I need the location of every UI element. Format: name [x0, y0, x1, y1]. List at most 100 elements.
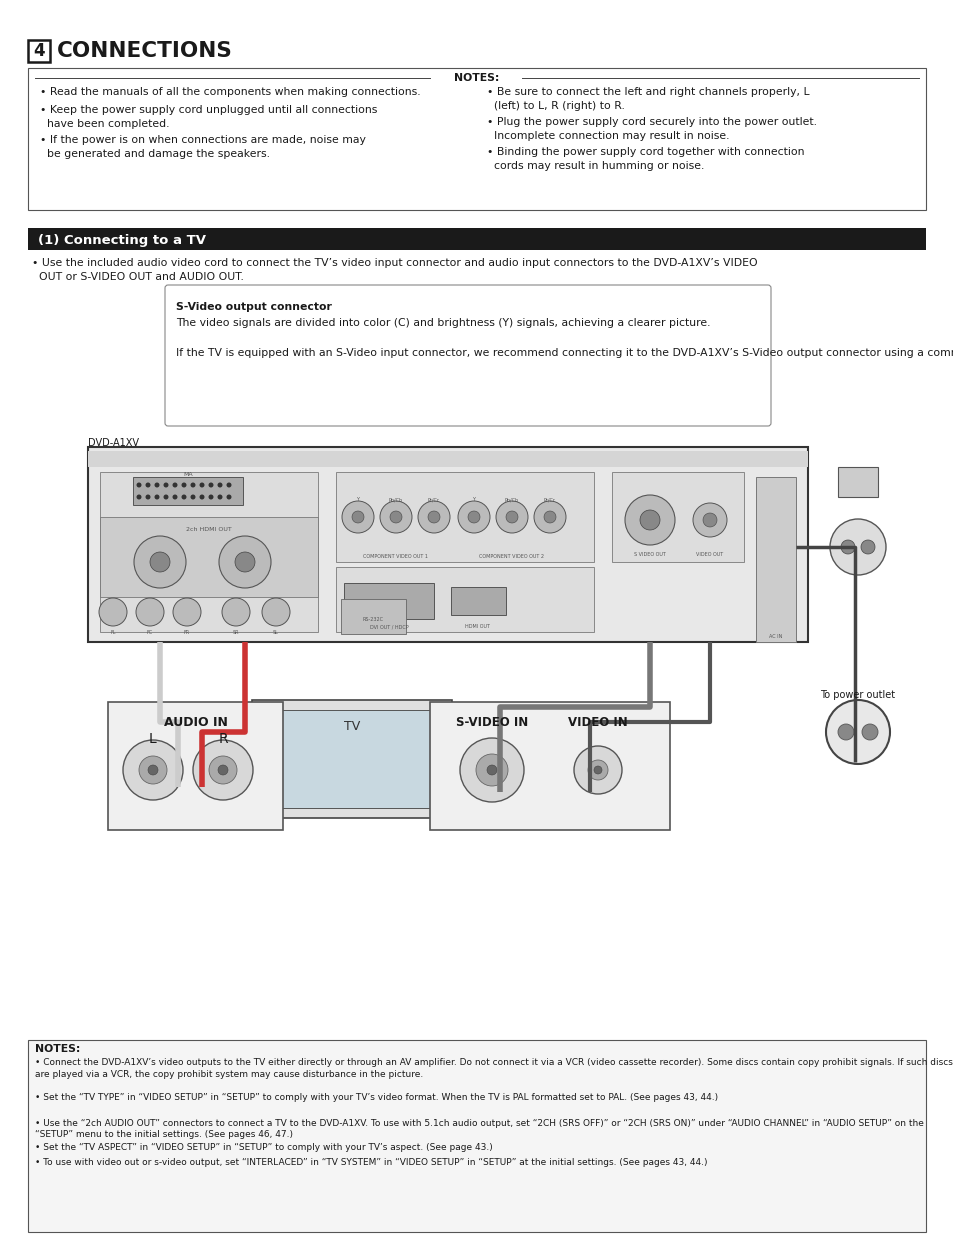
Circle shape [191, 482, 195, 487]
Text: • Plug the power supply cord securely into the power outlet.
  Incomplete connec: • Plug the power supply cord securely in… [486, 118, 816, 141]
Bar [88, 452, 807, 468]
Text: SR: SR [233, 630, 239, 635]
Circle shape [862, 724, 877, 740]
Text: FL: FL [111, 630, 115, 635]
Circle shape [262, 597, 290, 626]
Text: • Read the manuals of all the components when making connections.: • Read the manuals of all the components… [40, 87, 420, 96]
Circle shape [459, 738, 523, 802]
Text: (1) Connecting to a TV: (1) Connecting to a TV [38, 234, 206, 246]
Text: To power outlet: To power outlet [820, 690, 895, 700]
Circle shape [163, 482, 169, 487]
Circle shape [837, 724, 853, 740]
Bar [252, 700, 452, 818]
Text: • If the power is on when connections are made, noise may
  be generated and dam: • If the power is on when connections ar… [40, 135, 366, 158]
Circle shape [181, 495, 186, 500]
Circle shape [226, 482, 232, 487]
Circle shape [825, 700, 889, 764]
Circle shape [486, 764, 497, 776]
Circle shape [505, 511, 517, 523]
Circle shape [624, 495, 675, 546]
Text: SL: SL [273, 630, 278, 635]
FancyBboxPatch shape [340, 599, 406, 635]
Bar [260, 710, 437, 808]
Circle shape [861, 541, 874, 554]
Circle shape [217, 482, 222, 487]
Text: • Set the “TV ASPECT” in “VIDEO SETUP” in “SETUP” to comply with your TV’s aspec: • Set the “TV ASPECT” in “VIDEO SETUP” i… [35, 1143, 493, 1153]
Circle shape [379, 501, 412, 533]
Text: VIDEO IN: VIDEO IN [568, 716, 627, 729]
Bar [837, 468, 877, 497]
FancyBboxPatch shape [28, 1040, 925, 1232]
Text: HDMI OUT: HDMI OUT [465, 623, 490, 628]
Circle shape [150, 552, 170, 571]
Text: • Set the “TV TYPE” in “VIDEO SETUP” in “SETUP” to comply with your TV’s video f: • Set the “TV TYPE” in “VIDEO SETUP” in … [35, 1094, 718, 1102]
Circle shape [148, 764, 158, 776]
FancyBboxPatch shape [344, 583, 434, 618]
Circle shape [390, 511, 401, 523]
Text: Pb/Cb: Pb/Cb [504, 497, 518, 502]
Circle shape [543, 511, 556, 523]
Circle shape [841, 541, 854, 554]
Circle shape [154, 495, 159, 500]
Text: • Use the “2ch AUDIO OUT” connectors to connect a TV to the DVD-A1XV. To use wit: • Use the “2ch AUDIO OUT” connectors to … [35, 1118, 923, 1139]
FancyBboxPatch shape [430, 703, 669, 830]
Circle shape [639, 510, 659, 529]
Text: • Use the included audio video cord to connect the TV’s video input connector an: • Use the included audio video cord to c… [32, 259, 757, 282]
Text: NOTES:: NOTES: [35, 1044, 80, 1054]
Circle shape [574, 746, 621, 794]
Text: • Keep the power supply cord unplugged until all connections
  have been complet: • Keep the power supply cord unplugged u… [40, 104, 377, 129]
Circle shape [123, 740, 183, 800]
Circle shape [218, 764, 228, 776]
Text: AUDIO IN: AUDIO IN [163, 716, 227, 729]
Bar [335, 567, 594, 632]
Circle shape [234, 552, 254, 571]
FancyBboxPatch shape [165, 285, 770, 426]
Circle shape [587, 760, 607, 781]
Bar [612, 473, 743, 562]
Text: Pr/Cr: Pr/Cr [543, 497, 556, 502]
Circle shape [476, 755, 507, 785]
Circle shape [702, 513, 717, 527]
Circle shape [496, 501, 527, 533]
Text: RS-232C: RS-232C [362, 617, 383, 622]
Text: DVD-A1XV: DVD-A1XV [88, 438, 139, 448]
Circle shape [209, 495, 213, 500]
Bar [28, 228, 925, 250]
Text: DVI OUT / HDCP: DVI OUT / HDCP [370, 623, 408, 628]
Bar [100, 517, 317, 597]
Text: VIDEO OUT: VIDEO OUT [696, 552, 723, 557]
Circle shape [341, 501, 374, 533]
Circle shape [468, 511, 479, 523]
Text: FR: FR [184, 630, 190, 635]
Circle shape [209, 756, 236, 784]
FancyBboxPatch shape [28, 68, 925, 210]
Circle shape [133, 536, 186, 588]
Bar [755, 477, 795, 642]
Circle shape [457, 501, 490, 533]
Circle shape [226, 495, 232, 500]
Circle shape [172, 482, 177, 487]
Circle shape [136, 482, 141, 487]
Circle shape [217, 495, 222, 500]
Circle shape [99, 597, 127, 626]
Circle shape [191, 495, 195, 500]
Text: If the TV is equipped with an S-Video input connector, we recommend connecting i: If the TV is equipped with an S-Video in… [175, 348, 953, 357]
Circle shape [199, 495, 204, 500]
Text: Y: Y [472, 497, 475, 502]
Circle shape [193, 740, 253, 800]
Text: • To use with video out or s-video output, set “INTERLACED” in “TV SYSTEM” in “V: • To use with video out or s-video outpu… [35, 1158, 707, 1166]
FancyBboxPatch shape [28, 40, 50, 62]
Circle shape [829, 520, 885, 575]
Bar [88, 447, 807, 642]
Text: AC IN: AC IN [768, 635, 781, 640]
Text: • Be sure to connect the left and right channels properly, L
  (left) to L, R (r: • Be sure to connect the left and right … [486, 87, 809, 111]
Text: NOTES:: NOTES: [454, 73, 499, 83]
Circle shape [428, 511, 439, 523]
Bar [132, 477, 243, 505]
Circle shape [209, 482, 213, 487]
Text: The video signals are divided into color (C) and brightness (Y) signals, achievi: The video signals are divided into color… [175, 318, 710, 328]
Bar [100, 473, 317, 632]
Text: COMPONENT VIDEO OUT 1: COMPONENT VIDEO OUT 1 [363, 554, 428, 559]
Text: 2ch HDMI OUT: 2ch HDMI OUT [186, 527, 232, 532]
Text: L: L [149, 732, 156, 746]
